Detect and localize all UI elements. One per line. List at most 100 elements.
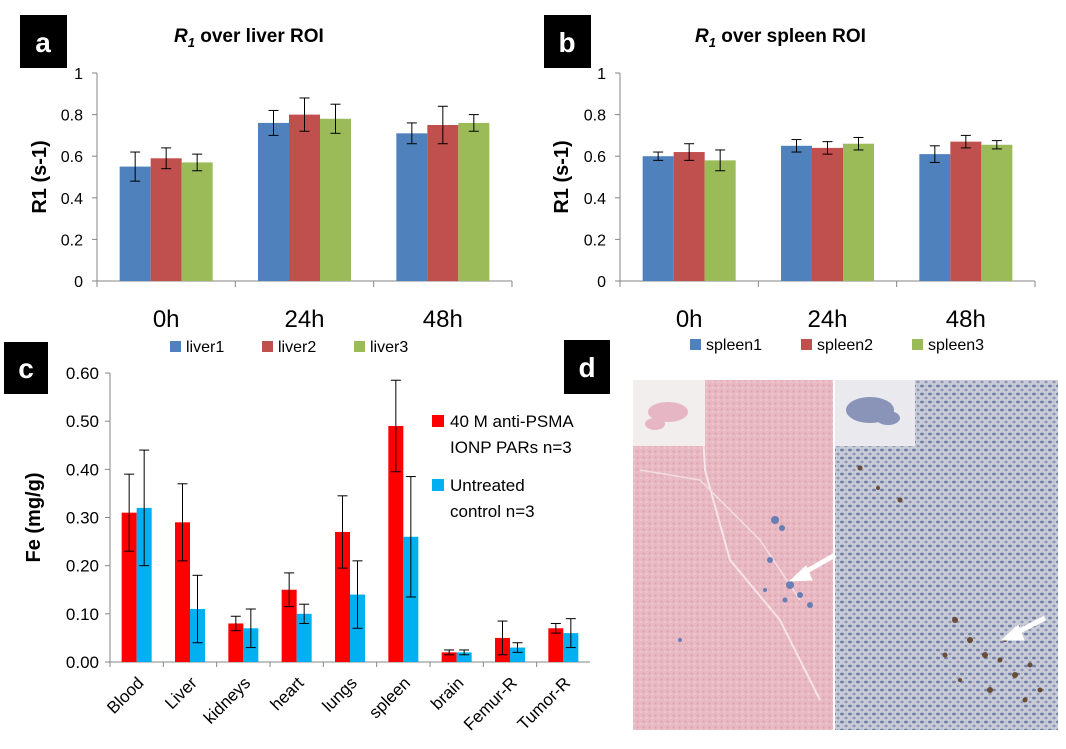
legend-item-liver2: liver2 bbox=[262, 339, 316, 356]
y-tick-label: 1 bbox=[597, 66, 606, 83]
bar-treated-heart bbox=[281, 589, 297, 662]
bar-treated-Tumor-R bbox=[548, 628, 564, 662]
chart-b-title: R1 over spleen ROI bbox=[695, 26, 866, 50]
x-tick-label: 24h bbox=[807, 306, 847, 333]
svg-text:a: a bbox=[35, 27, 51, 58]
bar-liver3-0h bbox=[181, 162, 213, 281]
y-tick-label: 0.8 bbox=[61, 108, 83, 125]
legend-label: Untreated bbox=[450, 476, 525, 495]
chart-a: 0 0.2 0.4 0.6 0.8 1 0h 24h 48h R1 (s-1) liver1 live… bbox=[29, 66, 513, 356]
svg-text:c: c bbox=[18, 353, 34, 384]
x-tick-label: Blood bbox=[103, 673, 147, 717]
y-tick-label: 0.8 bbox=[584, 108, 606, 125]
x-tick-label: Liver bbox=[161, 673, 201, 713]
error-bar bbox=[299, 603, 310, 624]
bar-spleen3-0h bbox=[704, 160, 736, 281]
legend-label: spleen2 bbox=[817, 337, 873, 354]
error-bar bbox=[468, 114, 479, 132]
bar-treated-brain bbox=[441, 652, 457, 662]
y-tick-label: 0 bbox=[74, 274, 83, 291]
bar-spleen2-0h bbox=[673, 152, 705, 281]
bar-treated-kidneys bbox=[228, 623, 244, 662]
svg-text:d: d bbox=[578, 352, 595, 383]
error-bar bbox=[130, 151, 141, 182]
legend-item-spleen3: spleen3 bbox=[912, 337, 984, 354]
x-tick-label: 0h bbox=[153, 306, 180, 333]
error-bar bbox=[192, 574, 203, 644]
legend-label: spleen1 bbox=[706, 337, 762, 354]
y-tick-label: 0.30 bbox=[66, 509, 99, 528]
error-bar bbox=[139, 449, 150, 567]
y-tick-label: 0.60 bbox=[66, 364, 99, 383]
error-bar bbox=[177, 483, 188, 562]
bar-control-heart bbox=[296, 613, 312, 662]
y-axis-label: Fe (mg/g) bbox=[23, 473, 45, 563]
error-bar bbox=[352, 560, 363, 629]
bar-spleen2-48h bbox=[950, 141, 982, 281]
x-tick-label: 48h bbox=[946, 306, 986, 333]
bar-treated-Blood bbox=[121, 512, 137, 662]
legend-label: liver2 bbox=[278, 339, 316, 356]
error-bar bbox=[337, 495, 348, 569]
x-tick-label: lungs bbox=[319, 673, 361, 715]
error-bar bbox=[444, 649, 455, 656]
bar-liver2-48h bbox=[427, 125, 459, 281]
bar-spleen3-48h bbox=[981, 144, 1013, 281]
legend-item-liver1: liver1 bbox=[170, 339, 224, 356]
error-bar bbox=[853, 136, 864, 151]
panel-label-c: c bbox=[4, 342, 48, 394]
bar-liver1-0h bbox=[119, 166, 151, 281]
bar-spleen1-24h bbox=[781, 145, 812, 281]
panel-label-a: a bbox=[20, 15, 67, 68]
x-tick-label: kidneys bbox=[200, 673, 254, 727]
bar-spleen3-24h bbox=[843, 143, 874, 281]
y-axis-label: R1 (s-1) bbox=[551, 140, 573, 213]
bar-spleen2-24h bbox=[812, 147, 843, 281]
error-bar bbox=[991, 140, 1002, 150]
error-bar bbox=[390, 379, 401, 473]
error-bar bbox=[459, 649, 470, 656]
bar-liver1-48h bbox=[396, 133, 428, 281]
error-bar bbox=[192, 153, 203, 172]
error-bar bbox=[960, 134, 971, 149]
x-tick-label: 48h bbox=[423, 306, 463, 333]
y-tick-label: 0.20 bbox=[66, 557, 99, 576]
x-tick-label: brain bbox=[427, 673, 467, 713]
bar-liver2-0h bbox=[150, 158, 182, 281]
arrow-icon bbox=[788, 552, 837, 582]
y-tick-label: 1 bbox=[74, 66, 83, 83]
arrow-icon bbox=[1000, 615, 1047, 641]
panel-label-b: b bbox=[544, 15, 591, 68]
error-bar bbox=[405, 476, 416, 598]
bar-spleen1-48h bbox=[919, 154, 951, 281]
bar-control-brain bbox=[456, 652, 472, 662]
y-tick-label: 0.2 bbox=[584, 232, 606, 249]
error-bar bbox=[124, 473, 135, 552]
y-tick-label: 0.2 bbox=[61, 232, 83, 249]
legend-label: control n=3 bbox=[450, 502, 535, 521]
error-bar bbox=[550, 622, 561, 634]
legend-swatch bbox=[912, 339, 923, 350]
legend-swatch bbox=[432, 415, 444, 427]
svg-text:b: b bbox=[558, 27, 575, 58]
error-bar bbox=[299, 97, 310, 132]
x-tick-label: Femur-R bbox=[460, 673, 521, 734]
error-bar bbox=[565, 618, 576, 649]
y-tick-label: 0.40 bbox=[66, 460, 99, 479]
x-tick-label: Tumor-R bbox=[514, 673, 574, 733]
error-bar bbox=[653, 151, 664, 161]
legend-swatch bbox=[432, 479, 444, 491]
legend-label: IONP PARs n=3 bbox=[450, 438, 572, 457]
legend-item-liver3: liver3 bbox=[354, 339, 408, 356]
y-tick-label: 0.4 bbox=[584, 191, 606, 208]
error-bar bbox=[791, 139, 802, 153]
error-bar bbox=[497, 620, 508, 656]
error-bar bbox=[268, 109, 279, 136]
chart-a-title: R1 over liver ROI bbox=[174, 26, 324, 50]
x-tick-label: 0h bbox=[676, 306, 703, 333]
error-bar bbox=[284, 572, 295, 608]
bar-liver2-24h bbox=[289, 114, 320, 281]
histology-image bbox=[633, 379, 1058, 730]
panel-label-d: d bbox=[564, 340, 610, 394]
